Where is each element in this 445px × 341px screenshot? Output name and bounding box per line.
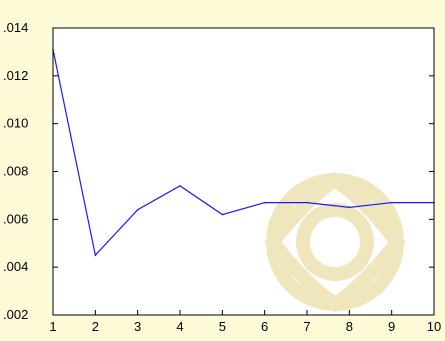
data-point bbox=[348, 206, 351, 209]
x-tick-label: 9 bbox=[388, 319, 395, 334]
data-point bbox=[221, 213, 224, 216]
y-axis-ticks: .002 .004 .006 .008 .010 .012 .014 bbox=[3, 20, 434, 322]
data-point bbox=[179, 185, 181, 187]
y-tick-label: .002 bbox=[3, 307, 28, 322]
data-point bbox=[390, 201, 393, 204]
y-tick-label: .004 bbox=[3, 259, 28, 274]
data-point bbox=[306, 201, 308, 204]
x-tick-label: 7 bbox=[303, 319, 310, 334]
data-point bbox=[263, 201, 266, 204]
y-tick-label: .008 bbox=[3, 164, 28, 179]
series-line bbox=[52, 49, 434, 257]
y-tick-label: .014 bbox=[3, 20, 28, 35]
x-axis-ticks: 1 2 3 4 5 6 7 8 9 10 bbox=[49, 310, 441, 334]
x-tick-label: 5 bbox=[219, 319, 226, 334]
x-tick-label: 4 bbox=[176, 319, 183, 334]
x-tick-label: 6 bbox=[261, 319, 268, 334]
data-point bbox=[94, 254, 97, 257]
x-tick-label: 8 bbox=[346, 319, 353, 334]
x-tick-label: 1 bbox=[49, 319, 56, 334]
x-tick-label: 2 bbox=[92, 319, 99, 334]
y-tick-label: .006 bbox=[3, 211, 28, 226]
watermark-logo bbox=[264, 171, 406, 313]
plot-frame bbox=[52, 27, 435, 316]
y-tick-label: .012 bbox=[3, 68, 28, 83]
series-lines bbox=[52, 48, 435, 257]
x-tick-label: 10 bbox=[427, 319, 441, 334]
x-tick-label: 3 bbox=[134, 319, 141, 334]
y-tick-label: .010 bbox=[3, 116, 28, 131]
data-point bbox=[136, 208, 139, 211]
